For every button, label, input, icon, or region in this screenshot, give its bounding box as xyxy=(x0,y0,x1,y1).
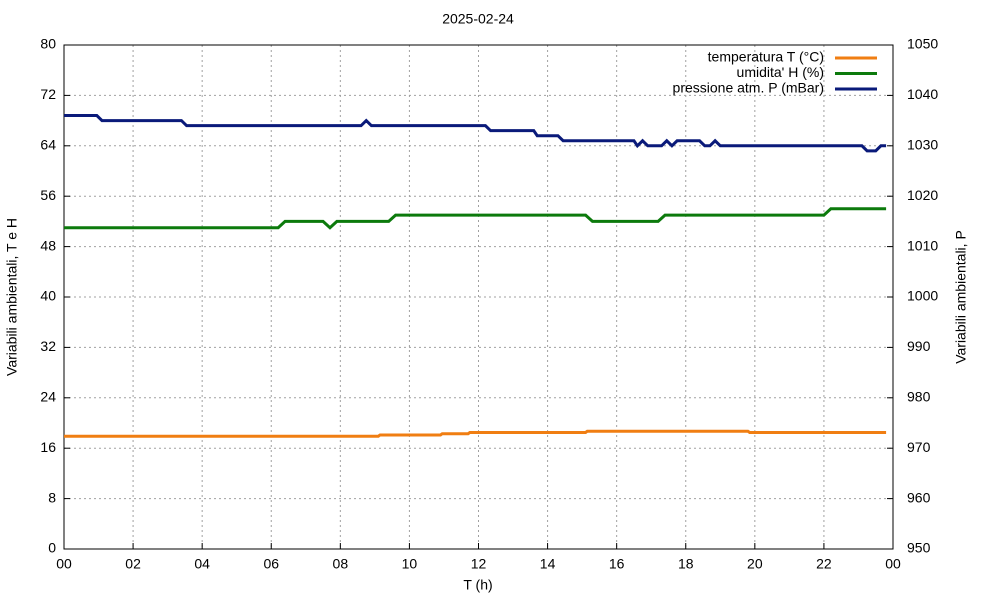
plot-frame xyxy=(63,44,894,550)
data-line xyxy=(64,114,887,153)
x-tick-label: 06 xyxy=(263,556,279,572)
legend-label: pressione atm. P (mBar) xyxy=(673,80,824,96)
y2-tick-label: 1050 xyxy=(907,36,938,52)
y-tick-label: 56 xyxy=(40,187,56,203)
y-axis-label: Variabili ambientali, T e H xyxy=(4,218,20,376)
y-tick-label: 0 xyxy=(48,540,56,556)
y-tick-label: 72 xyxy=(40,86,56,102)
x-axis-label: T (h) xyxy=(463,577,492,593)
y2-tick-label: 1040 xyxy=(907,86,938,102)
legend-label: umidita' H (%) xyxy=(737,64,824,80)
y2-tick-label: 960 xyxy=(907,489,931,505)
y2-tick-label: 970 xyxy=(907,439,931,455)
y-tick-label: 64 xyxy=(40,137,56,153)
x-tick-label: 08 xyxy=(333,556,349,572)
y2-tick-label: 980 xyxy=(907,389,931,405)
y-tick-label: 40 xyxy=(40,288,56,304)
y2-tick-label: 990 xyxy=(907,338,931,354)
y2-tick-label: 1030 xyxy=(907,137,938,153)
x-tick-label: 16 xyxy=(609,556,625,572)
x-tick-label: 00 xyxy=(885,556,901,572)
x-tick-label: 20 xyxy=(747,556,763,572)
y2-tick-label: 1000 xyxy=(907,288,938,304)
x-tick-label: 04 xyxy=(194,556,210,572)
y2-tick-label: 1010 xyxy=(907,237,938,253)
x-tick-label: 22 xyxy=(816,556,832,572)
chart-title: 2025-02-24 xyxy=(442,11,514,27)
y-tick-label: 48 xyxy=(40,237,56,253)
x-tick-label: 14 xyxy=(540,556,556,572)
data-line xyxy=(64,429,887,438)
y2-axis-label: Variabili ambientali, P xyxy=(953,230,969,364)
x-tick-label: 18 xyxy=(678,556,694,572)
x-tick-label: 10 xyxy=(402,556,418,572)
y-tick-label: 80 xyxy=(40,36,56,52)
x-tick-label: 00 xyxy=(56,556,72,572)
y2-tick-label: 950 xyxy=(907,540,931,556)
y-tick-label: 16 xyxy=(40,439,56,455)
data-line xyxy=(64,207,887,230)
x-tick-label: 12 xyxy=(471,556,487,572)
y2-tick-label: 1020 xyxy=(907,187,938,203)
y-tick-label: 32 xyxy=(40,338,56,354)
y-tick-label: 24 xyxy=(40,389,56,405)
y-tick-label: 8 xyxy=(48,489,56,505)
x-tick-label: 02 xyxy=(125,556,141,572)
legend-label: temperatura T (°C) xyxy=(708,49,824,65)
